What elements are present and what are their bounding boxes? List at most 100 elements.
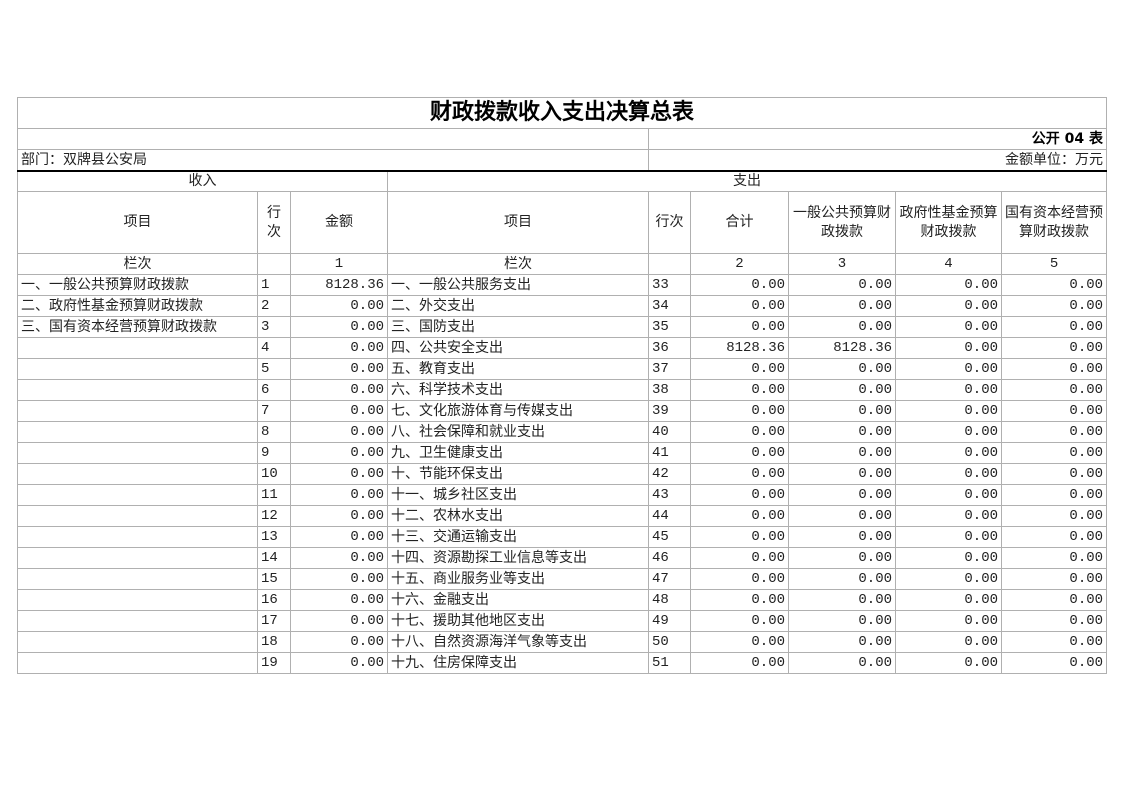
amount-unit: 金额单位：万元: [647, 149, 1108, 172]
col-state: 国有资本经营预算财政拨款: [1000, 191, 1108, 254]
cell-total: 0.00: [690, 610, 789, 632]
cell-in-amt: 0.00: [290, 652, 388, 674]
cell-total: 0.00: [690, 652, 789, 674]
page-title: 财政拨款收入支出决算总表: [16, 97, 1108, 129]
cell-state: 0.00: [1000, 295, 1108, 317]
cell-ex-line: 44: [648, 505, 691, 527]
cell-ex-line: 46: [648, 547, 691, 569]
table-row: 10 0.00 十、节能环保支出 42 0.00 0.00 0.00 0.00: [17, 463, 1108, 485]
expense-header: 支出: [386, 170, 1108, 192]
cell-in-item: [17, 484, 258, 506]
cell-ex-item: 一、一般公共服务支出: [387, 274, 649, 296]
cell-total: 0.00: [690, 358, 789, 380]
table-row: 4 0.00 四、公共安全支出 36 8128.36 8128.36 0.00 0.00: [17, 337, 1108, 359]
cell-ex-item: 十四、资源勘探工业信息等支出: [387, 547, 649, 569]
department: 部门：双牌县公安局: [17, 149, 649, 172]
cell-ex-item: 九、卫生健康支出: [387, 442, 649, 464]
cell-in-amt: 0.00: [290, 442, 388, 464]
cell-fund: 0.00: [895, 358, 1002, 380]
cell-state: 0.00: [1000, 421, 1108, 443]
cell-ex-item: 十二、农林水支出: [387, 505, 649, 527]
cell-general: 0.00: [788, 379, 896, 401]
cell-total: 0.00: [690, 568, 789, 590]
cell-fund: 0.00: [895, 337, 1002, 359]
fiscal-appropriation-summary-table: 财政拨款收入支出决算总表 公开 04 表 部门：双牌县公安局 金额单位：万元 收入…: [16, 97, 1108, 674]
cell-general: 0.00: [788, 526, 896, 548]
cell-in-item: 一、一般公共预算财政拨款: [17, 274, 258, 296]
cell-ex-line: 35: [648, 316, 691, 338]
cell-fund: 0.00: [895, 421, 1002, 443]
cell-in-amt: 0.00: [290, 295, 388, 317]
cell-fund: 0.00: [895, 652, 1002, 674]
cell-in-item: [17, 652, 258, 674]
cell-ex-item: 十一、城乡社区支出: [387, 484, 649, 506]
cell-ex-line: 33: [648, 274, 691, 296]
cell-in-line: 19: [257, 652, 291, 674]
col-index-label: 栏次: [387, 253, 649, 275]
cell-fund: 0.00: [895, 442, 1002, 464]
cell-ex-item: 三、国防支出: [387, 316, 649, 338]
cell-general: 0.00: [788, 547, 896, 569]
cell-general: 0.00: [788, 610, 896, 632]
cell-state: 0.00: [1000, 526, 1108, 548]
cell-in-amt: 0.00: [290, 610, 388, 632]
table-row: 5 0.00 五、教育支出 37 0.00 0.00 0.00 0.00: [17, 358, 1108, 380]
cell-in-item: [17, 379, 258, 401]
cell-state: 0.00: [1000, 337, 1108, 359]
cell-ex-item: 十六、金融支出: [387, 589, 649, 611]
cell-fund: 0.00: [895, 400, 1002, 422]
cell-ex-item: 二、外交支出: [387, 295, 649, 317]
cell-state: 0.00: [1000, 358, 1108, 380]
table-row: 6 0.00 六、科学技术支出 38 0.00 0.00 0.00 0.00: [17, 379, 1108, 401]
cell-fund: 0.00: [895, 463, 1002, 485]
cell-state: 0.00: [1000, 589, 1108, 611]
cell-total: 0.00: [690, 505, 789, 527]
table-row: 11 0.00 十一、城乡社区支出 43 0.00 0.00 0.00 0.00: [17, 484, 1108, 506]
cell-in-item: [17, 568, 258, 590]
cell-ex-line: 49: [648, 610, 691, 632]
cell-in-line: 13: [257, 526, 291, 548]
cell-ex-line: 48: [648, 589, 691, 611]
cell-total: 0.00: [690, 589, 789, 611]
cell-in-line: 1: [257, 274, 291, 296]
cell-in-item: [17, 421, 258, 443]
cell-in-item: [17, 358, 258, 380]
cell-state: 0.00: [1000, 568, 1108, 590]
cell-total: 0.00: [690, 379, 789, 401]
cell-in-amt: 0.00: [290, 421, 388, 443]
table-row: 19 0.00 十九、住房保障支出 51 0.00 0.00 0.00 0.00: [17, 652, 1108, 674]
cell-general: 0.00: [788, 463, 896, 485]
cell-in-amt: 0.00: [290, 589, 388, 611]
cell-ex-line: 36: [648, 337, 691, 359]
cell-in-line: 14: [257, 547, 291, 569]
cell-fund: 0.00: [895, 631, 1002, 653]
cell-total: 0.00: [690, 295, 789, 317]
cell-general: 0.00: [788, 652, 896, 674]
col-fund: 政府性基金预算财政拨款: [895, 191, 1002, 254]
cell-general: 0.00: [788, 400, 896, 422]
cell-in-item: [17, 442, 258, 464]
cell-in-item: [17, 610, 258, 632]
col-index: 1: [290, 253, 388, 275]
cell-total: 0.00: [690, 526, 789, 548]
cell-in-amt: 0.00: [290, 505, 388, 527]
cell-in-line: 16: [257, 589, 291, 611]
cell-ex-item: 十七、援助其他地区支出: [387, 610, 649, 632]
cell-fund: 0.00: [895, 484, 1002, 506]
cell-state: 0.00: [1000, 316, 1108, 338]
col-index: 4: [895, 253, 1002, 275]
cell-ex-line: 41: [648, 442, 691, 464]
cell-general: 0.00: [788, 568, 896, 590]
cell-in-line: 3: [257, 316, 291, 338]
col-expense-line: 行次: [648, 191, 691, 254]
cell-state: 0.00: [1000, 400, 1108, 422]
cell-ex-line: 43: [648, 484, 691, 506]
cell-fund: 0.00: [895, 316, 1002, 338]
table-row: 一、一般公共预算财政拨款 1 8128.36 一、一般公共服务支出 33 0.00 0.00…: [17, 274, 1108, 296]
cell-ex-line: 47: [648, 568, 691, 590]
cell-state: 0.00: [1000, 505, 1108, 527]
cell-ex-item: 五、教育支出: [387, 358, 649, 380]
col-index: 2: [690, 253, 789, 275]
cell-ex-item: 十八、自然资源海洋气象等支出: [387, 631, 649, 653]
cell-in-line: 2: [257, 295, 291, 317]
